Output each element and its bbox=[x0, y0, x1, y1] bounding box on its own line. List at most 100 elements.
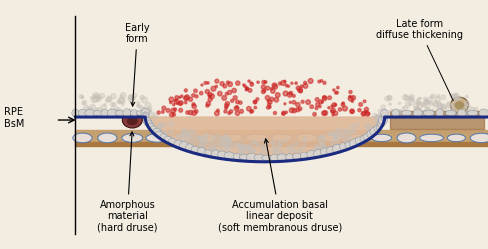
Circle shape bbox=[185, 134, 190, 139]
Circle shape bbox=[207, 92, 212, 97]
Circle shape bbox=[351, 124, 354, 127]
Ellipse shape bbox=[156, 131, 164, 139]
Circle shape bbox=[401, 107, 404, 109]
Circle shape bbox=[243, 144, 247, 149]
Circle shape bbox=[318, 136, 322, 140]
Circle shape bbox=[206, 82, 209, 84]
Ellipse shape bbox=[276, 154, 286, 161]
Circle shape bbox=[150, 112, 155, 117]
Circle shape bbox=[291, 108, 296, 113]
Circle shape bbox=[270, 88, 272, 90]
Circle shape bbox=[298, 89, 302, 93]
Circle shape bbox=[459, 109, 463, 113]
Circle shape bbox=[293, 149, 299, 154]
Circle shape bbox=[247, 149, 252, 154]
Circle shape bbox=[372, 125, 378, 131]
Ellipse shape bbox=[141, 108, 149, 118]
Circle shape bbox=[243, 85, 245, 87]
Circle shape bbox=[269, 97, 273, 101]
Circle shape bbox=[183, 139, 186, 143]
Circle shape bbox=[257, 143, 260, 146]
Circle shape bbox=[79, 95, 83, 98]
Ellipse shape bbox=[312, 150, 323, 157]
Ellipse shape bbox=[145, 120, 153, 129]
Circle shape bbox=[335, 128, 340, 133]
Circle shape bbox=[178, 102, 182, 105]
Circle shape bbox=[227, 137, 230, 141]
Circle shape bbox=[227, 151, 231, 155]
Circle shape bbox=[372, 127, 378, 133]
Circle shape bbox=[446, 102, 450, 106]
Circle shape bbox=[463, 112, 468, 116]
Circle shape bbox=[413, 107, 417, 110]
Circle shape bbox=[118, 97, 123, 103]
Circle shape bbox=[264, 96, 269, 100]
Circle shape bbox=[315, 98, 318, 101]
Ellipse shape bbox=[224, 152, 234, 160]
Circle shape bbox=[184, 89, 187, 92]
Circle shape bbox=[184, 101, 186, 104]
Circle shape bbox=[351, 100, 353, 102]
Circle shape bbox=[312, 113, 316, 116]
Circle shape bbox=[420, 111, 424, 115]
Circle shape bbox=[309, 105, 313, 109]
Circle shape bbox=[398, 102, 400, 104]
Circle shape bbox=[227, 143, 233, 148]
Ellipse shape bbox=[217, 151, 226, 159]
Ellipse shape bbox=[93, 111, 102, 116]
Circle shape bbox=[193, 89, 197, 93]
Ellipse shape bbox=[453, 101, 464, 109]
Circle shape bbox=[381, 118, 385, 121]
Circle shape bbox=[93, 92, 99, 98]
Circle shape bbox=[424, 107, 429, 112]
Circle shape bbox=[281, 111, 285, 115]
Circle shape bbox=[137, 101, 140, 104]
Circle shape bbox=[219, 136, 222, 138]
Circle shape bbox=[242, 157, 246, 161]
Circle shape bbox=[327, 107, 329, 109]
Circle shape bbox=[417, 101, 420, 104]
Circle shape bbox=[322, 137, 325, 140]
Circle shape bbox=[170, 130, 173, 134]
Circle shape bbox=[285, 146, 288, 149]
Circle shape bbox=[237, 148, 243, 154]
Circle shape bbox=[215, 152, 218, 156]
Circle shape bbox=[331, 113, 334, 116]
Circle shape bbox=[111, 94, 116, 99]
Circle shape bbox=[273, 148, 276, 151]
Circle shape bbox=[214, 79, 218, 83]
Circle shape bbox=[148, 109, 151, 112]
Circle shape bbox=[287, 92, 292, 97]
Circle shape bbox=[416, 99, 418, 101]
Circle shape bbox=[366, 112, 369, 115]
Circle shape bbox=[317, 80, 320, 83]
Circle shape bbox=[299, 148, 302, 151]
Circle shape bbox=[449, 94, 452, 97]
Circle shape bbox=[298, 107, 301, 111]
Ellipse shape bbox=[423, 110, 433, 116]
Circle shape bbox=[345, 133, 349, 137]
Circle shape bbox=[352, 138, 355, 141]
Circle shape bbox=[250, 82, 252, 84]
Circle shape bbox=[332, 133, 336, 137]
Circle shape bbox=[283, 103, 285, 105]
Circle shape bbox=[81, 95, 83, 98]
Circle shape bbox=[82, 101, 86, 105]
Circle shape bbox=[293, 141, 298, 146]
Circle shape bbox=[316, 146, 320, 150]
Circle shape bbox=[158, 124, 161, 127]
Circle shape bbox=[295, 103, 300, 107]
Circle shape bbox=[267, 100, 271, 104]
Circle shape bbox=[212, 145, 217, 150]
Circle shape bbox=[82, 112, 84, 114]
Circle shape bbox=[202, 150, 207, 155]
Circle shape bbox=[163, 123, 165, 125]
Circle shape bbox=[222, 152, 224, 154]
Circle shape bbox=[141, 97, 147, 103]
Circle shape bbox=[270, 141, 273, 144]
Ellipse shape bbox=[359, 135, 366, 142]
Ellipse shape bbox=[362, 132, 371, 140]
Circle shape bbox=[427, 102, 430, 104]
Circle shape bbox=[319, 144, 322, 147]
Circle shape bbox=[216, 109, 219, 112]
